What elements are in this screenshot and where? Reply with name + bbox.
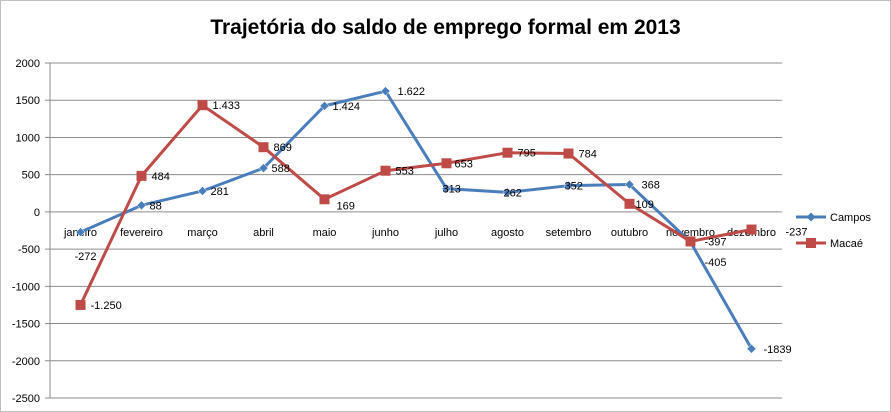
data-label: 262 bbox=[504, 187, 522, 199]
chart-title: Trajetória do saldo de emprego formal em… bbox=[210, 16, 681, 39]
data-label: 281 bbox=[211, 186, 229, 198]
x-axis-categories: janeirofevereiromarçoabrilmaiojunhojulho… bbox=[63, 227, 776, 239]
data-label: -237 bbox=[786, 227, 808, 239]
point-marker bbox=[502, 187, 513, 198]
point-marker bbox=[258, 142, 269, 153]
legend-marker bbox=[806, 238, 816, 248]
x-category-label: setembro bbox=[546, 227, 592, 239]
legend-marker bbox=[806, 212, 816, 222]
point-marker bbox=[380, 86, 391, 96]
point-marker bbox=[624, 198, 635, 209]
x-category-label: fevereiro bbox=[120, 227, 163, 239]
data-label: 553 bbox=[396, 166, 414, 178]
series-line-campos bbox=[79, 89, 753, 350]
legend: Campos Macaé bbox=[796, 212, 871, 250]
data-label: 169 bbox=[337, 200, 355, 212]
data-label: 109 bbox=[636, 199, 654, 211]
data-label: 869 bbox=[274, 142, 292, 154]
data-label: 368 bbox=[642, 179, 660, 191]
data-label: -1.250 bbox=[91, 300, 122, 312]
point-marker bbox=[563, 148, 574, 159]
x-category-label: agosto bbox=[491, 227, 524, 239]
point-marker bbox=[380, 165, 391, 176]
x-category-label: março bbox=[187, 227, 218, 239]
data-label: -1839 bbox=[764, 344, 792, 356]
data-label: 1.622 bbox=[398, 86, 426, 98]
y-tick-label: 0 bbox=[34, 207, 40, 219]
x-category-label: abril bbox=[253, 227, 274, 239]
y-tick-label: 2000 bbox=[16, 58, 40, 70]
y-tick-label: 1500 bbox=[16, 95, 40, 107]
series-line-macaé bbox=[79, 103, 752, 306]
point-marker bbox=[197, 100, 208, 111]
point-marker bbox=[685, 236, 696, 247]
y-tick-label: -1500 bbox=[12, 319, 40, 331]
series-group bbox=[75, 86, 757, 354]
point-marker bbox=[746, 343, 757, 354]
data-label: 588 bbox=[272, 163, 290, 175]
data-labels: -272 88 281 588 1.424 1.622 313 262 352 368 -405 -1… bbox=[75, 86, 808, 356]
point-marker bbox=[563, 180, 574, 191]
data-label: -405 bbox=[705, 257, 727, 269]
y-axis-ticks: 2000 1500 1000 500 0 -500 -1000 -1500 -2000 -2500 bbox=[12, 58, 40, 405]
y-tick-label: -2500 bbox=[12, 393, 40, 405]
y-tick-label: -500 bbox=[18, 244, 40, 256]
point-marker bbox=[258, 163, 269, 173]
legend-label: Campos bbox=[830, 212, 871, 224]
data-label: -397 bbox=[705, 236, 727, 248]
data-label: 352 bbox=[565, 181, 583, 193]
point-marker bbox=[197, 186, 208, 196]
x-category-label: outubro bbox=[611, 227, 648, 239]
data-label: 88 bbox=[150, 200, 162, 212]
data-label: -272 bbox=[75, 251, 97, 263]
point-marker bbox=[502, 147, 513, 158]
data-label: 484 bbox=[152, 171, 170, 183]
x-category-label: maio bbox=[313, 227, 337, 239]
data-label: 1.433 bbox=[213, 100, 241, 112]
data-label: 784 bbox=[579, 149, 597, 161]
point-marker bbox=[746, 224, 757, 235]
y-tick-label: 500 bbox=[22, 170, 40, 182]
data-label: 313 bbox=[443, 184, 461, 196]
x-category-label: junho bbox=[371, 227, 399, 239]
y-tick-label: -1000 bbox=[12, 281, 40, 293]
point-marker bbox=[75, 299, 86, 310]
point-marker bbox=[441, 183, 452, 194]
y-tick-label: 1000 bbox=[16, 132, 40, 144]
point-marker bbox=[319, 194, 330, 205]
data-label: 653 bbox=[455, 158, 473, 170]
point-marker bbox=[75, 227, 86, 237]
data-label: 795 bbox=[518, 148, 536, 160]
y-tick-label: -2000 bbox=[12, 356, 40, 368]
point-marker bbox=[624, 179, 635, 190]
point-marker bbox=[136, 170, 147, 181]
point-marker bbox=[136, 200, 147, 211]
x-category-label: julho bbox=[434, 227, 458, 239]
data-label: 1.424 bbox=[333, 101, 361, 113]
gridlines bbox=[45, 62, 782, 399]
point-marker bbox=[441, 158, 452, 169]
point-marker bbox=[319, 101, 330, 111]
legend-label: Macaé bbox=[830, 238, 863, 250]
